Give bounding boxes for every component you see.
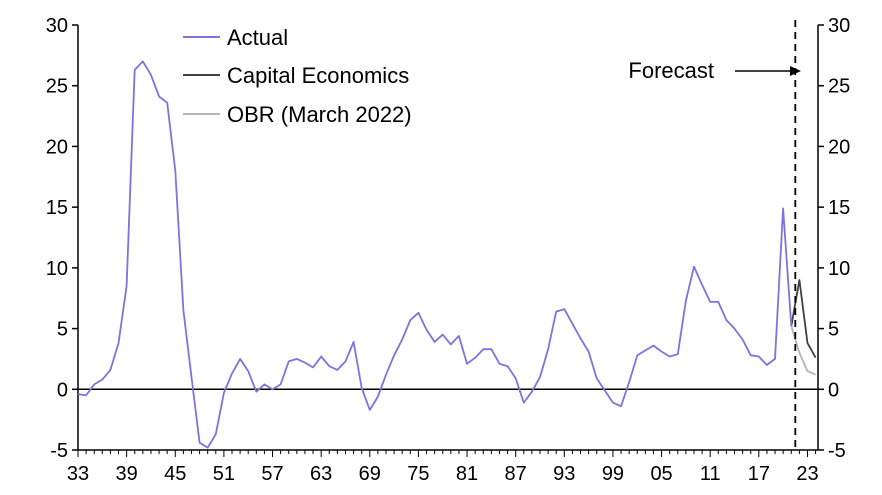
legend: Actual Capital Economics OBR (March 2022) [183,25,412,127]
series-line-capital-economics [790,279,817,359]
left-y-tick-label: 20 [46,136,68,158]
legend-label: Capital Economics [227,63,409,88]
x-tick-label: 99 [602,463,624,485]
forecast-arrow-head [790,66,801,76]
x-tick-label: 57 [261,463,283,485]
right-y-tick-label: 20 [828,136,850,158]
right-y-tick-label: -5 [828,440,846,462]
x-tick-label: 11 [700,463,721,485]
right-y-tick-label: 15 [828,197,850,219]
left-y-tick-label: 10 [46,258,68,280]
x-tick-label: 17 [748,463,770,485]
series-line-obr-march-2022 [790,325,816,376]
forecast-annotation: Forecast [628,20,801,450]
left-y-tick-label: 0 [57,379,68,401]
left-y-tick-label: 15 [46,197,68,219]
right-y-tick-label: 25 [828,76,850,98]
x-tick-label: 63 [310,463,332,485]
x-tick-label: 51 [213,463,235,485]
left-y-tick-label: 5 [57,319,68,341]
x-tick-label: 05 [650,463,672,485]
x-tick-label: 45 [164,463,186,485]
x-tick-label: 75 [407,463,429,485]
x-tick-label: 69 [359,463,381,485]
left-y-tick-label: 25 [46,76,68,98]
right-y-tick-label: 10 [828,258,850,280]
right-y-tick-label: 5 [828,319,839,341]
x-tick-label: 81 [456,463,478,485]
forecast-label: Forecast [628,58,714,83]
right-y-tick-label: 30 [828,15,850,37]
x-tick-label: 33 [67,463,89,485]
right-y-tick-label: 0 [828,379,839,401]
x-tick-label: 93 [553,463,575,485]
series-layer [77,60,817,449]
left-y-tick-label: -5 [50,440,68,462]
x-tick-label: 23 [796,463,818,485]
legend-label: OBR (March 2022) [227,102,412,127]
x-tick-label: 87 [505,463,527,485]
chart-axes [72,24,824,457]
x-tick-label: 39 [116,463,138,485]
series-line-actual [77,60,793,449]
left-y-tick-label: 30 [46,15,68,37]
legend-label: Actual [227,25,288,50]
